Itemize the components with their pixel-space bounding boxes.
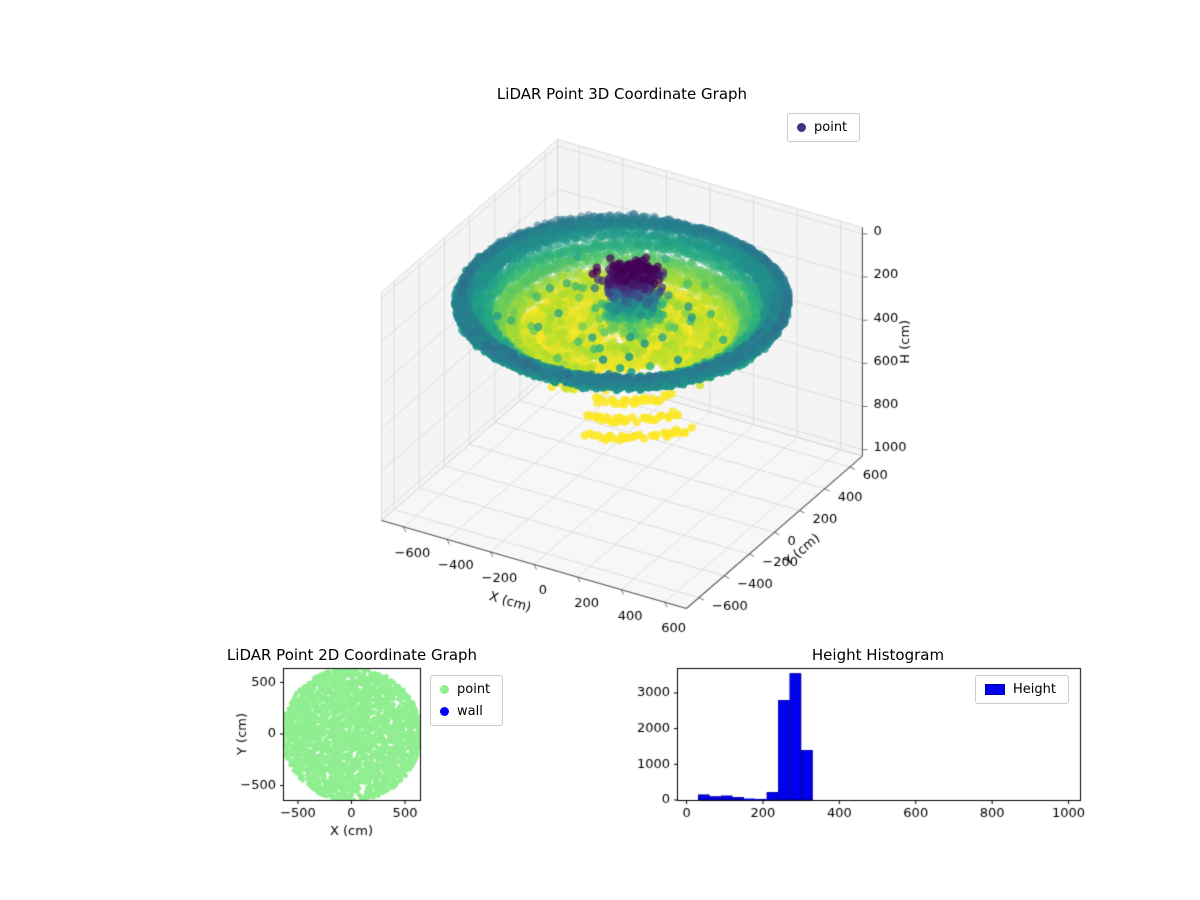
- legend-marker-dot-wall: [440, 707, 449, 716]
- legend-label: wall: [457, 704, 483, 719]
- legend-label: point: [457, 682, 491, 697]
- legend-marker-dot-point: [797, 123, 806, 132]
- 3d-plot-title: LiDAR Point 3D Coordinate Graph: [496, 85, 748, 103]
- legend-swatch-Height: [985, 684, 1005, 695]
- legend-entry: wall: [440, 702, 490, 721]
- legend-label: point: [814, 120, 848, 135]
- 3d-legend: point: [787, 113, 861, 142]
- legend-entry: point: [797, 118, 847, 137]
- histogram-title: Height Histogram: [811, 646, 945, 664]
- legend-entry: point: [440, 680, 490, 699]
- legend-label: Height: [1013, 682, 1056, 697]
- histogram-legend: Height: [975, 675, 1069, 704]
- legend-marker-dot-point: [440, 685, 449, 694]
- 2d-legend: point wall: [430, 675, 504, 726]
- 2d-plot-title: LiDAR Point 2D Coordinate Graph: [226, 646, 478, 664]
- legend-entry: Height: [985, 680, 1056, 699]
